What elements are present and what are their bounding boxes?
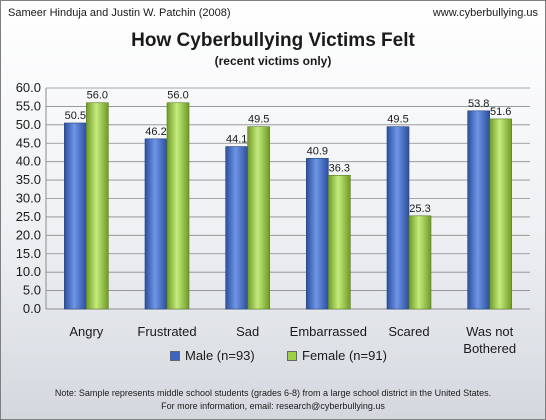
legend-item-female: Female (n=91) [287,348,387,363]
data-label: 44.1 [226,134,247,146]
y-tick-label: 25.0 [16,209,41,224]
y-tick-label: 35.0 [16,172,41,187]
y-tick-label: 10.0 [16,264,41,279]
y-tick-label: 0.0 [23,301,41,316]
data-label: 25.3 [409,203,430,215]
y-tick-label: 45.0 [16,135,41,150]
x-tick-label: Embarrassed [290,324,367,339]
bar-male [306,158,329,310]
data-label: 49.5 [248,114,269,126]
data-label: 46.2 [145,126,166,138]
x-tick-label: Angry [69,324,103,339]
bar-female [328,174,351,310]
bar-female [86,102,109,310]
bar-male [144,138,168,310]
author-credit: Sameer Hinduja and Justin W. Patchin (20… [8,7,231,19]
y-tick-label: 15.0 [16,246,41,261]
legend-label-female: Female (n=91) [302,348,387,363]
y-tick-label: 30.0 [16,191,41,206]
y-tick-label: 20.0 [16,227,41,242]
bar-female [408,215,432,310]
bar-male [64,122,87,310]
bar-male [386,126,410,310]
legend-label-male: Male (n=93) [185,348,255,363]
chart-subtitle: (recent victims only) [214,54,332,68]
x-tick-label: Bothered [463,341,516,356]
legend-swatch-female [287,350,297,361]
data-label: 51.6 [490,106,511,118]
y-tick-label: 40.0 [16,154,41,169]
bar-female [247,126,270,310]
x-tick-label: Scared [388,324,429,339]
y-tick-label: 50.0 [16,117,41,132]
bar-female [166,102,190,310]
legend-item-male: Male (n=93) [170,348,255,363]
x-tick-label: Frustrated [137,324,196,339]
bar-female [489,118,512,310]
website-credit: www.cyberbullying.us [432,7,538,19]
data-label: 56.0 [87,90,108,102]
x-tick-label: Was not [466,324,514,339]
data-label: 50.5 [65,110,86,122]
legend: Male (n=93) Female (n=91) [0,348,546,368]
footnote-sample: Note: Sample represents middle school st… [54,388,492,398]
data-label: 53.8 [468,98,489,110]
data-label: 36.3 [329,162,350,174]
bar-male [467,110,490,310]
data-label: 40.9 [307,145,328,157]
y-tick-label: 5.0 [23,283,41,298]
y-tick-label: 60.0 [16,80,41,95]
legend-swatch-male [170,350,180,361]
bar-male [225,146,248,310]
footnote-contact: For more information, email: research@cy… [161,401,385,411]
chart-title: How Cyberbullying Victims Felt [131,30,415,51]
data-label: 56.0 [167,90,188,102]
y-tick-label: 55.0 [16,98,41,113]
x-tick-label: Sad [236,324,259,339]
data-label: 49.5 [387,114,408,126]
